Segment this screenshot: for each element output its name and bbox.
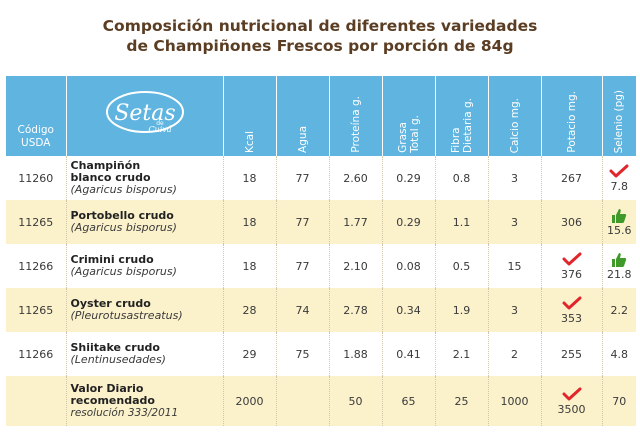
cell-name: Crimini crudo (Agaricus bisporus) xyxy=(65,244,223,288)
cell-grasa: 0.29 xyxy=(381,156,435,200)
cell-agua: 77 xyxy=(275,244,329,288)
cell-grasa: 65 xyxy=(381,376,435,426)
check-mark-icon xyxy=(562,296,581,309)
table-row: 11260 Champiñón blanco crudo (Agaricus bis… xyxy=(6,156,636,200)
title-line-2: de Champiñones Frescos por porción de 84… xyxy=(126,37,514,55)
header-agua: Agua xyxy=(275,76,329,156)
cell-kcal: 18 xyxy=(222,156,276,200)
cell-selenio: 21.8 xyxy=(601,244,636,288)
check-mark-icon xyxy=(562,387,581,400)
header-proteina: Proteína g. xyxy=(328,76,382,156)
cell-potasio: 267 xyxy=(540,156,602,200)
cell-code: 11265 xyxy=(6,288,66,332)
cell-potasio: 353 xyxy=(540,288,602,332)
cell-grasa: 0.08 xyxy=(381,244,435,288)
cell-fibra: 1.1 xyxy=(434,200,488,244)
cell-selenio: 70 xyxy=(601,376,636,426)
header-selenio: Selenio (pg) xyxy=(601,76,636,156)
cell-calcio: 3 xyxy=(487,288,541,332)
cell-fibra: 2.1 xyxy=(434,332,488,376)
cell-kcal: 2000 xyxy=(222,376,276,426)
table-row: 11265 Portobello crudo (Agaricus bisporus… xyxy=(6,200,636,244)
cell-agua: 77 xyxy=(275,156,329,200)
check-mark-icon xyxy=(562,252,581,265)
cell-proteina: 2.60 xyxy=(328,156,382,200)
cell-proteina: 2.10 xyxy=(328,244,382,288)
cell-calcio: 15 xyxy=(487,244,541,288)
setas-logo: Setas de Cuivá xyxy=(65,76,223,156)
cell-proteina: 1.88 xyxy=(328,332,382,376)
cell-selenio: 15.6 xyxy=(601,200,636,244)
cell-kcal: 18 xyxy=(222,200,276,244)
cell-calcio: 2 xyxy=(487,332,541,376)
cell-proteina: 2.78 xyxy=(328,288,382,332)
cell-calcio: 3 xyxy=(487,200,541,244)
cell-selenio: 4.8 xyxy=(601,332,636,376)
cell-kcal: 18 xyxy=(222,244,276,288)
table-row: 11265 Oyster crudo (Pleurotusastreatus) 2… xyxy=(6,288,636,332)
cell-name: Valor Diario recomendado resolución 333/20… xyxy=(65,376,223,426)
table-row: 11266 Crimini crudo (Agaricus bisporus) 1… xyxy=(6,244,636,288)
cell-code: 11260 xyxy=(6,156,66,200)
cell-code xyxy=(6,376,66,426)
nutrition-table: Código USDA Setas de Cuivá Kcal Agua Pro… xyxy=(6,76,636,426)
cell-name: Portobello crudo (Agaricus bisporus) xyxy=(65,200,223,244)
cell-potasio: 255 xyxy=(540,332,602,376)
logo-text-setas: Setas xyxy=(114,101,175,126)
cell-name: Oyster crudo (Pleurotusastreatus) xyxy=(65,288,223,332)
cell-fibra: 25 xyxy=(434,376,488,426)
cell-code: 11265 xyxy=(6,200,66,244)
cell-name: Champiñón blanco crudo (Agaricus bisporus) xyxy=(65,156,223,200)
header-codigo: Código USDA xyxy=(6,76,66,156)
cell-grasa: 0.41 xyxy=(381,332,435,376)
cell-calcio: 3 xyxy=(487,156,541,200)
cell-agua xyxy=(275,376,329,426)
table-row: 11266 Shiitake crudo (Lentinusedades) 29 … xyxy=(6,332,636,376)
cell-selenio: 7.8 xyxy=(601,156,636,200)
thumbs-up-icon xyxy=(612,252,627,267)
check-mark-icon xyxy=(609,164,629,177)
cell-calcio: 1000 xyxy=(487,376,541,426)
cell-kcal: 29 xyxy=(222,332,276,376)
cell-proteina: 50 xyxy=(328,376,382,426)
cell-fibra: 0.5 xyxy=(434,244,488,288)
logo-text-cuiva: Cuivá xyxy=(148,125,171,134)
cell-potasio: 3500 xyxy=(540,376,602,426)
cell-potasio: 376 xyxy=(540,244,602,288)
thumbs-up-icon xyxy=(612,208,627,223)
cell-proteina: 1.77 xyxy=(328,200,382,244)
cell-code: 11266 xyxy=(6,332,66,376)
header-row: Código USDA Setas de Cuivá Kcal Agua Pro… xyxy=(6,76,636,156)
table-row-valor-diario: Valor Diario recomendado resolución 333/20… xyxy=(6,376,636,426)
cell-grasa: 0.29 xyxy=(381,200,435,244)
cell-fibra: 0.8 xyxy=(434,156,488,200)
title-line-1: Composición nutricional de diferentes va… xyxy=(102,17,538,35)
header-kcal: Kcal xyxy=(222,76,276,156)
cell-agua: 75 xyxy=(275,332,329,376)
cell-kcal: 28 xyxy=(222,288,276,332)
cell-code: 11266 xyxy=(6,244,66,288)
cell-name: Shiitake crudo (Lentinusedades) xyxy=(65,332,223,376)
cell-agua: 74 xyxy=(275,288,329,332)
header-grasa: Grasa Total g. xyxy=(381,76,435,156)
cell-selenio: 2.2 xyxy=(601,288,636,332)
header-fibra: Fibra Dietaria g. xyxy=(434,76,488,156)
cell-potasio: 306 xyxy=(540,200,602,244)
header-potasio: Potacio mg. xyxy=(540,76,602,156)
cell-agua: 77 xyxy=(275,200,329,244)
logo-text-de: de xyxy=(156,120,164,127)
page-title: Composición nutricional de diferentes va… xyxy=(0,16,640,56)
header-calcio: Calcio mg. xyxy=(487,76,541,156)
cell-grasa: 0.34 xyxy=(381,288,435,332)
cell-fibra: 1.9 xyxy=(434,288,488,332)
